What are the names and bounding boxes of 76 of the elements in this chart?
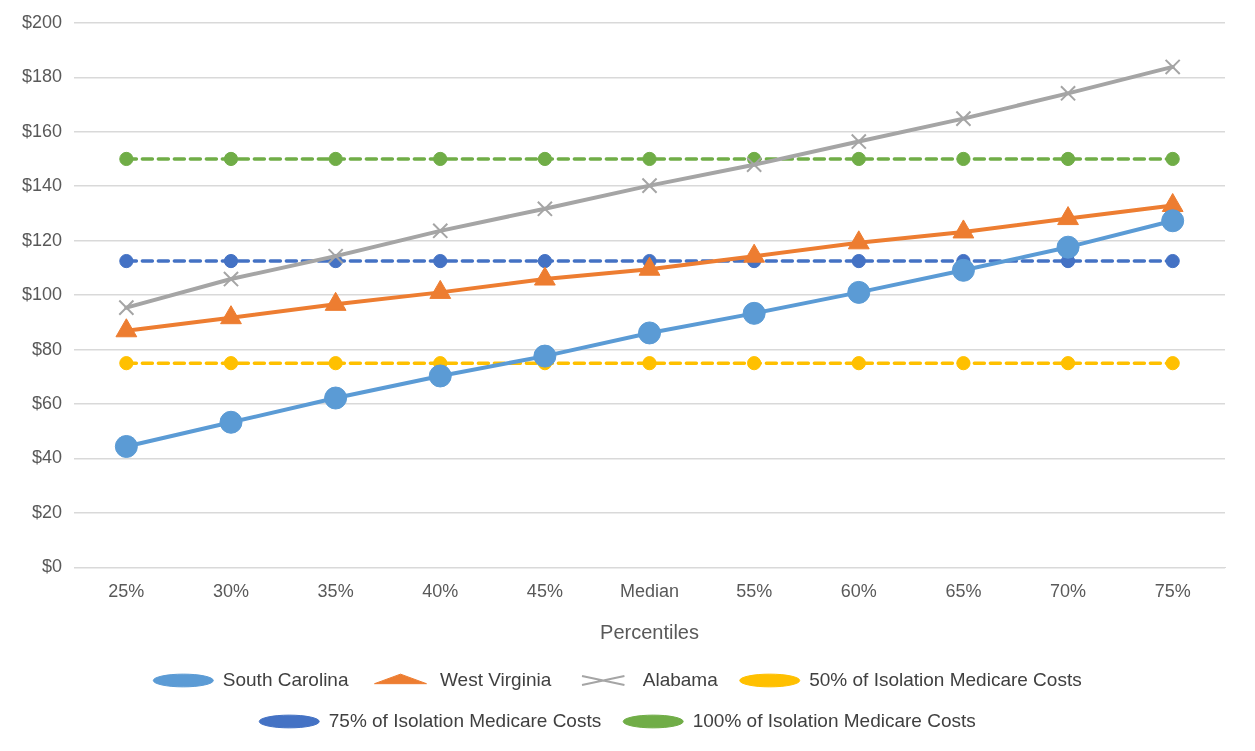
point <box>328 356 343 371</box>
point <box>114 435 138 458</box>
point <box>850 133 867 150</box>
x-tick-label: Median <box>620 581 680 602</box>
y-tick-label: $140 <box>22 175 63 196</box>
point <box>642 356 657 371</box>
y-tick-label: $100 <box>22 284 63 305</box>
point <box>327 248 344 265</box>
point <box>328 151 343 167</box>
point <box>118 299 135 316</box>
y-tick-label: $200 <box>22 11 63 32</box>
point <box>1161 209 1185 233</box>
point <box>223 151 239 167</box>
point <box>433 151 448 167</box>
point <box>1165 151 1180 167</box>
point <box>956 151 971 167</box>
point <box>742 301 766 325</box>
point <box>219 410 243 434</box>
point <box>433 253 448 269</box>
point <box>428 364 452 388</box>
point <box>638 321 662 345</box>
x-tick-label: 65% <box>945 581 982 602</box>
point <box>432 222 449 239</box>
point <box>851 253 866 269</box>
legend-label: 50% of Isolation Medicare Costs <box>809 668 1082 690</box>
point <box>223 253 239 269</box>
point <box>955 110 972 127</box>
x-tick-label: 25% <box>108 581 145 602</box>
point <box>1164 58 1181 75</box>
point <box>642 151 657 167</box>
legend-label: 75% of Isolation Medicare Costs <box>328 709 602 731</box>
x-tick-label: 40% <box>422 581 459 602</box>
legend-label: West Virginia <box>440 668 552 690</box>
x-axis-title: Percentiles <box>600 620 699 643</box>
point <box>119 356 134 371</box>
point <box>324 386 348 410</box>
y-tick-label: $120 <box>22 229 63 250</box>
point <box>1059 85 1077 102</box>
y-tick-label: $80 <box>32 338 63 359</box>
x-tick-label: 70% <box>1050 581 1087 602</box>
point <box>536 200 553 217</box>
legend-label: Alabama <box>642 668 719 690</box>
point <box>1060 356 1076 371</box>
point <box>1165 356 1180 371</box>
point <box>537 253 552 269</box>
point <box>223 356 239 371</box>
point <box>956 356 971 371</box>
x-tick-label: 75% <box>1154 581 1191 602</box>
y-tick-label: $180 <box>22 66 63 87</box>
point <box>851 151 866 167</box>
y-tick-label: $160 <box>22 120 63 141</box>
x-tick-label: 30% <box>212 581 250 602</box>
point <box>537 151 552 167</box>
point <box>951 258 975 282</box>
point <box>847 280 871 304</box>
x-tick-label: 45% <box>526 581 563 602</box>
x-tick-label: 35% <box>317 581 354 602</box>
point <box>533 344 557 368</box>
y-tick-label: $0 <box>42 556 63 577</box>
point <box>1056 235 1080 259</box>
y-tick-label: $60 <box>32 392 63 413</box>
point <box>1165 253 1180 269</box>
y-tick-label: $40 <box>32 447 63 468</box>
point <box>641 177 658 194</box>
point <box>119 151 134 167</box>
point <box>1060 151 1076 167</box>
point <box>851 356 866 371</box>
legend-label: South Carolina <box>222 668 349 690</box>
x-tick-label: 55% <box>736 581 773 602</box>
point <box>119 253 134 269</box>
x-tick-label: 60% <box>840 581 877 602</box>
point <box>222 270 240 288</box>
legend-label: 100% of Isolation Medicare Costs <box>692 709 976 731</box>
y-tick-label: $20 <box>32 501 63 522</box>
point <box>747 356 762 371</box>
point <box>746 156 763 173</box>
